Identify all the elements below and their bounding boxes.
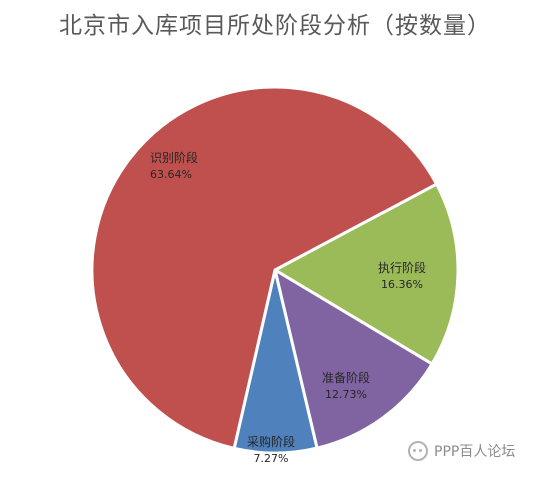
slice-label: 准备阶段 (322, 370, 370, 385)
slice-label: 采购阶段 (247, 434, 295, 449)
pie-slice (90, 85, 439, 450)
watermark: PPP百人论坛 (408, 441, 515, 461)
watermark-text: PPP百人论坛 (434, 444, 516, 460)
slice-percent-label: 7.27% (254, 452, 289, 465)
slice-percent-label: 63.64% (150, 168, 192, 181)
chart-title: 北京市入库项目所处阶段分析（按数量） (59, 13, 491, 39)
pie-slice (273, 268, 434, 450)
slice-label: 执行阶段 (378, 260, 426, 275)
pie-slice (273, 182, 460, 366)
slice-percent-label: 12.73% (325, 388, 367, 401)
slice-percent-label: 16.36% (381, 278, 423, 291)
wechat-icon (408, 441, 428, 461)
slice-label: 识别阶段 (150, 150, 198, 165)
